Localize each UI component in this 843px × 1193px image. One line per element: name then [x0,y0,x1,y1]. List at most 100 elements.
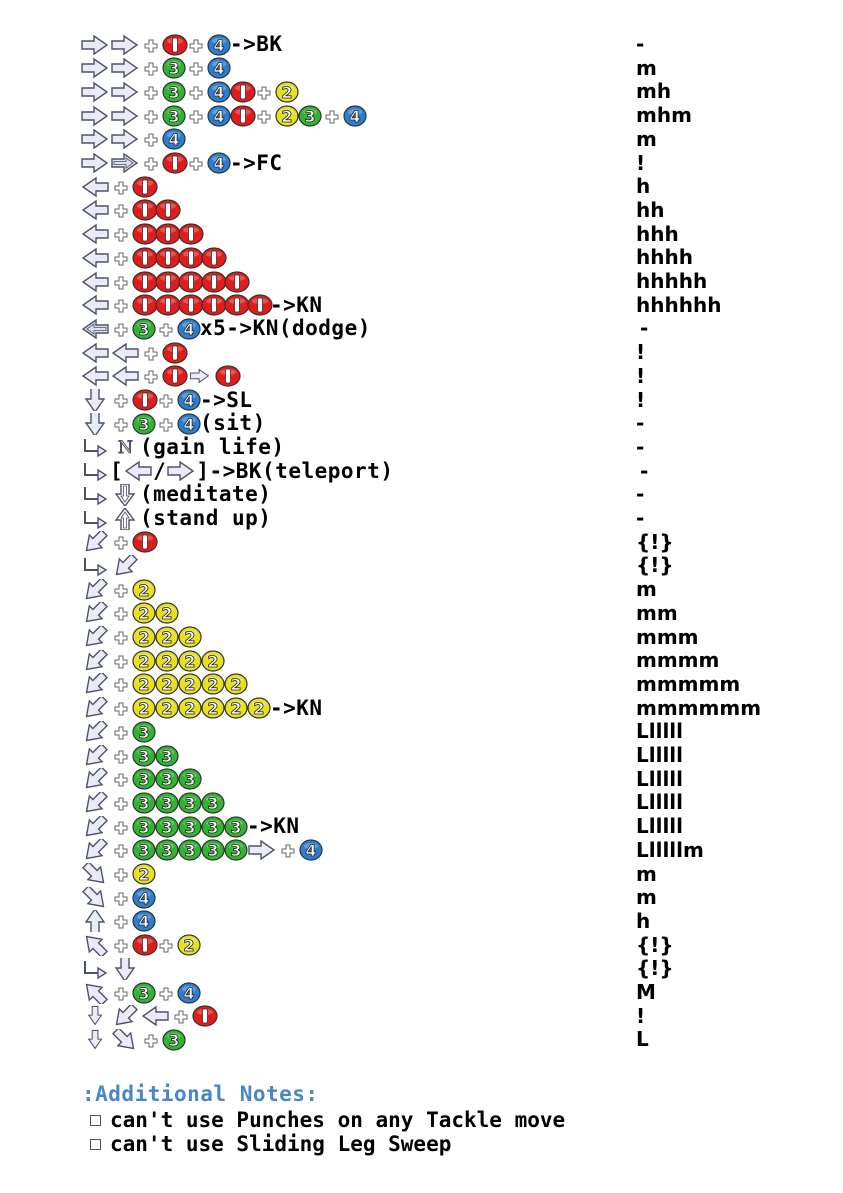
bullet-icon [90,1114,101,1126]
back-arrow-icon [80,342,110,364]
button-2-icon: 2 [155,626,179,648]
move-row: 2 2 2 2 2 mmmmm [80,671,740,696]
down-arrow-icon [80,386,110,414]
svg-text:3: 3 [138,984,149,1003]
hit-level: hh [636,197,665,222]
plus-icon [114,251,128,266]
button-2-icon: 2 [201,697,225,719]
move-command [80,270,250,293]
svg-text:3: 3 [138,320,149,339]
down-forward-arrow-icon [80,860,110,885]
move-command [80,341,188,364]
svg-text:2: 2 [184,652,195,671]
down-back-arrow-icon [80,813,110,838]
down-back-arrow-icon [80,718,110,743]
plus-icon [114,677,128,692]
move-command [80,365,241,388]
hit-level: m [636,861,657,886]
svg-text:2: 2 [184,699,195,718]
down-forward-arrow-icon [110,1026,140,1051]
down-back-arrow-icon [80,837,110,861]
forward-arrow-icon [80,81,110,103]
hit-level: mh [636,79,672,104]
down-outline-arrow-icon [110,483,140,507]
move-row: 3 4 2 3 4 mhm [80,104,692,127]
svg-text:4: 4 [183,984,194,1003]
down-back-arrow-icon [80,576,110,601]
button-2-icon: 2 [224,673,248,695]
button-1-icon [201,294,227,316]
svg-text:3: 3 [161,747,172,766]
up-arrow-icon [80,908,110,936]
button-4-icon: 4 [132,910,156,932]
move-command: 3 3 3 3 3 ->KN [80,813,300,838]
svg-text:3: 3 [184,841,195,860]
svg-text:2: 2 [138,652,149,671]
button-1-icon [132,199,158,221]
svg-text:2: 2 [281,107,292,126]
hit-level: ! [636,387,646,412]
down-back-arrow-icon [80,671,110,695]
back-arrow-icon [80,199,110,221]
plus-icon [281,843,295,858]
svg-text:2: 2 [138,865,149,884]
forward-arrow-icon [110,105,140,127]
move-command: 4 [80,908,156,936]
back-arrow-icon [110,342,140,364]
hit-level: - [636,506,645,530]
move-command: 2 [80,934,201,959]
svg-text:2: 2 [230,699,241,718]
plus-icon [114,535,128,550]
button-2-icon: 2 [155,650,179,672]
back-arrow-icon [123,460,153,482]
move-command: 3 [80,1026,186,1051]
hit-level: mmmmm [636,671,741,696]
plus-icon [114,867,128,882]
svg-text:3: 3 [138,415,149,434]
svg-text:4: 4 [213,36,224,55]
button-4-icon: 4 [177,389,201,411]
svg-text:3: 3 [138,841,149,860]
move-note: [ [110,458,124,483]
back-arrow-icon [80,318,110,340]
button-3-icon: 3 [155,815,179,838]
button-3-icon: 3 [132,768,156,790]
move-row: {!} [80,529,680,554]
down-forward-arrow-icon [80,884,110,909]
move-row: h [80,175,680,198]
svg-text:2: 2 [281,83,292,102]
plus-icon [114,772,128,787]
move-command [80,529,158,554]
plus-icon [114,630,128,645]
svg-text:3: 3 [168,107,179,126]
svg-text:4: 4 [183,391,194,410]
note-item: can't use Sliding Leg Sweep [90,1132,451,1156]
plus-icon [114,203,128,218]
move-row: hhhh [80,246,693,269]
move-row: ->KN hhhhhh [80,293,721,317]
button-2-icon: 2 [247,697,271,719]
button-3-icon: 3 [155,792,179,814]
hit-level: hhhhh [636,269,708,293]
plus-icon [159,986,173,1000]
forward-arrow-icon [80,57,110,79]
move-note: / [153,458,167,483]
move-command: 3 [80,718,156,743]
plus-icon [114,417,128,432]
svg-text:N: N [118,438,133,458]
plus-icon [189,85,203,100]
button-3-icon: 3 [162,57,186,79]
button-1-icon [178,294,204,316]
back-arrow-icon [140,1005,170,1027]
move-command: 2 2 2 2 2 2 ->KN [80,695,323,720]
svg-text:4: 4 [138,889,149,908]
svg-text:4: 4 [349,107,360,126]
svg-text:4: 4 [213,107,224,126]
svg-text:3: 3 [184,818,195,837]
move-command: 3 4 x5->KN(dodge) [80,317,371,340]
